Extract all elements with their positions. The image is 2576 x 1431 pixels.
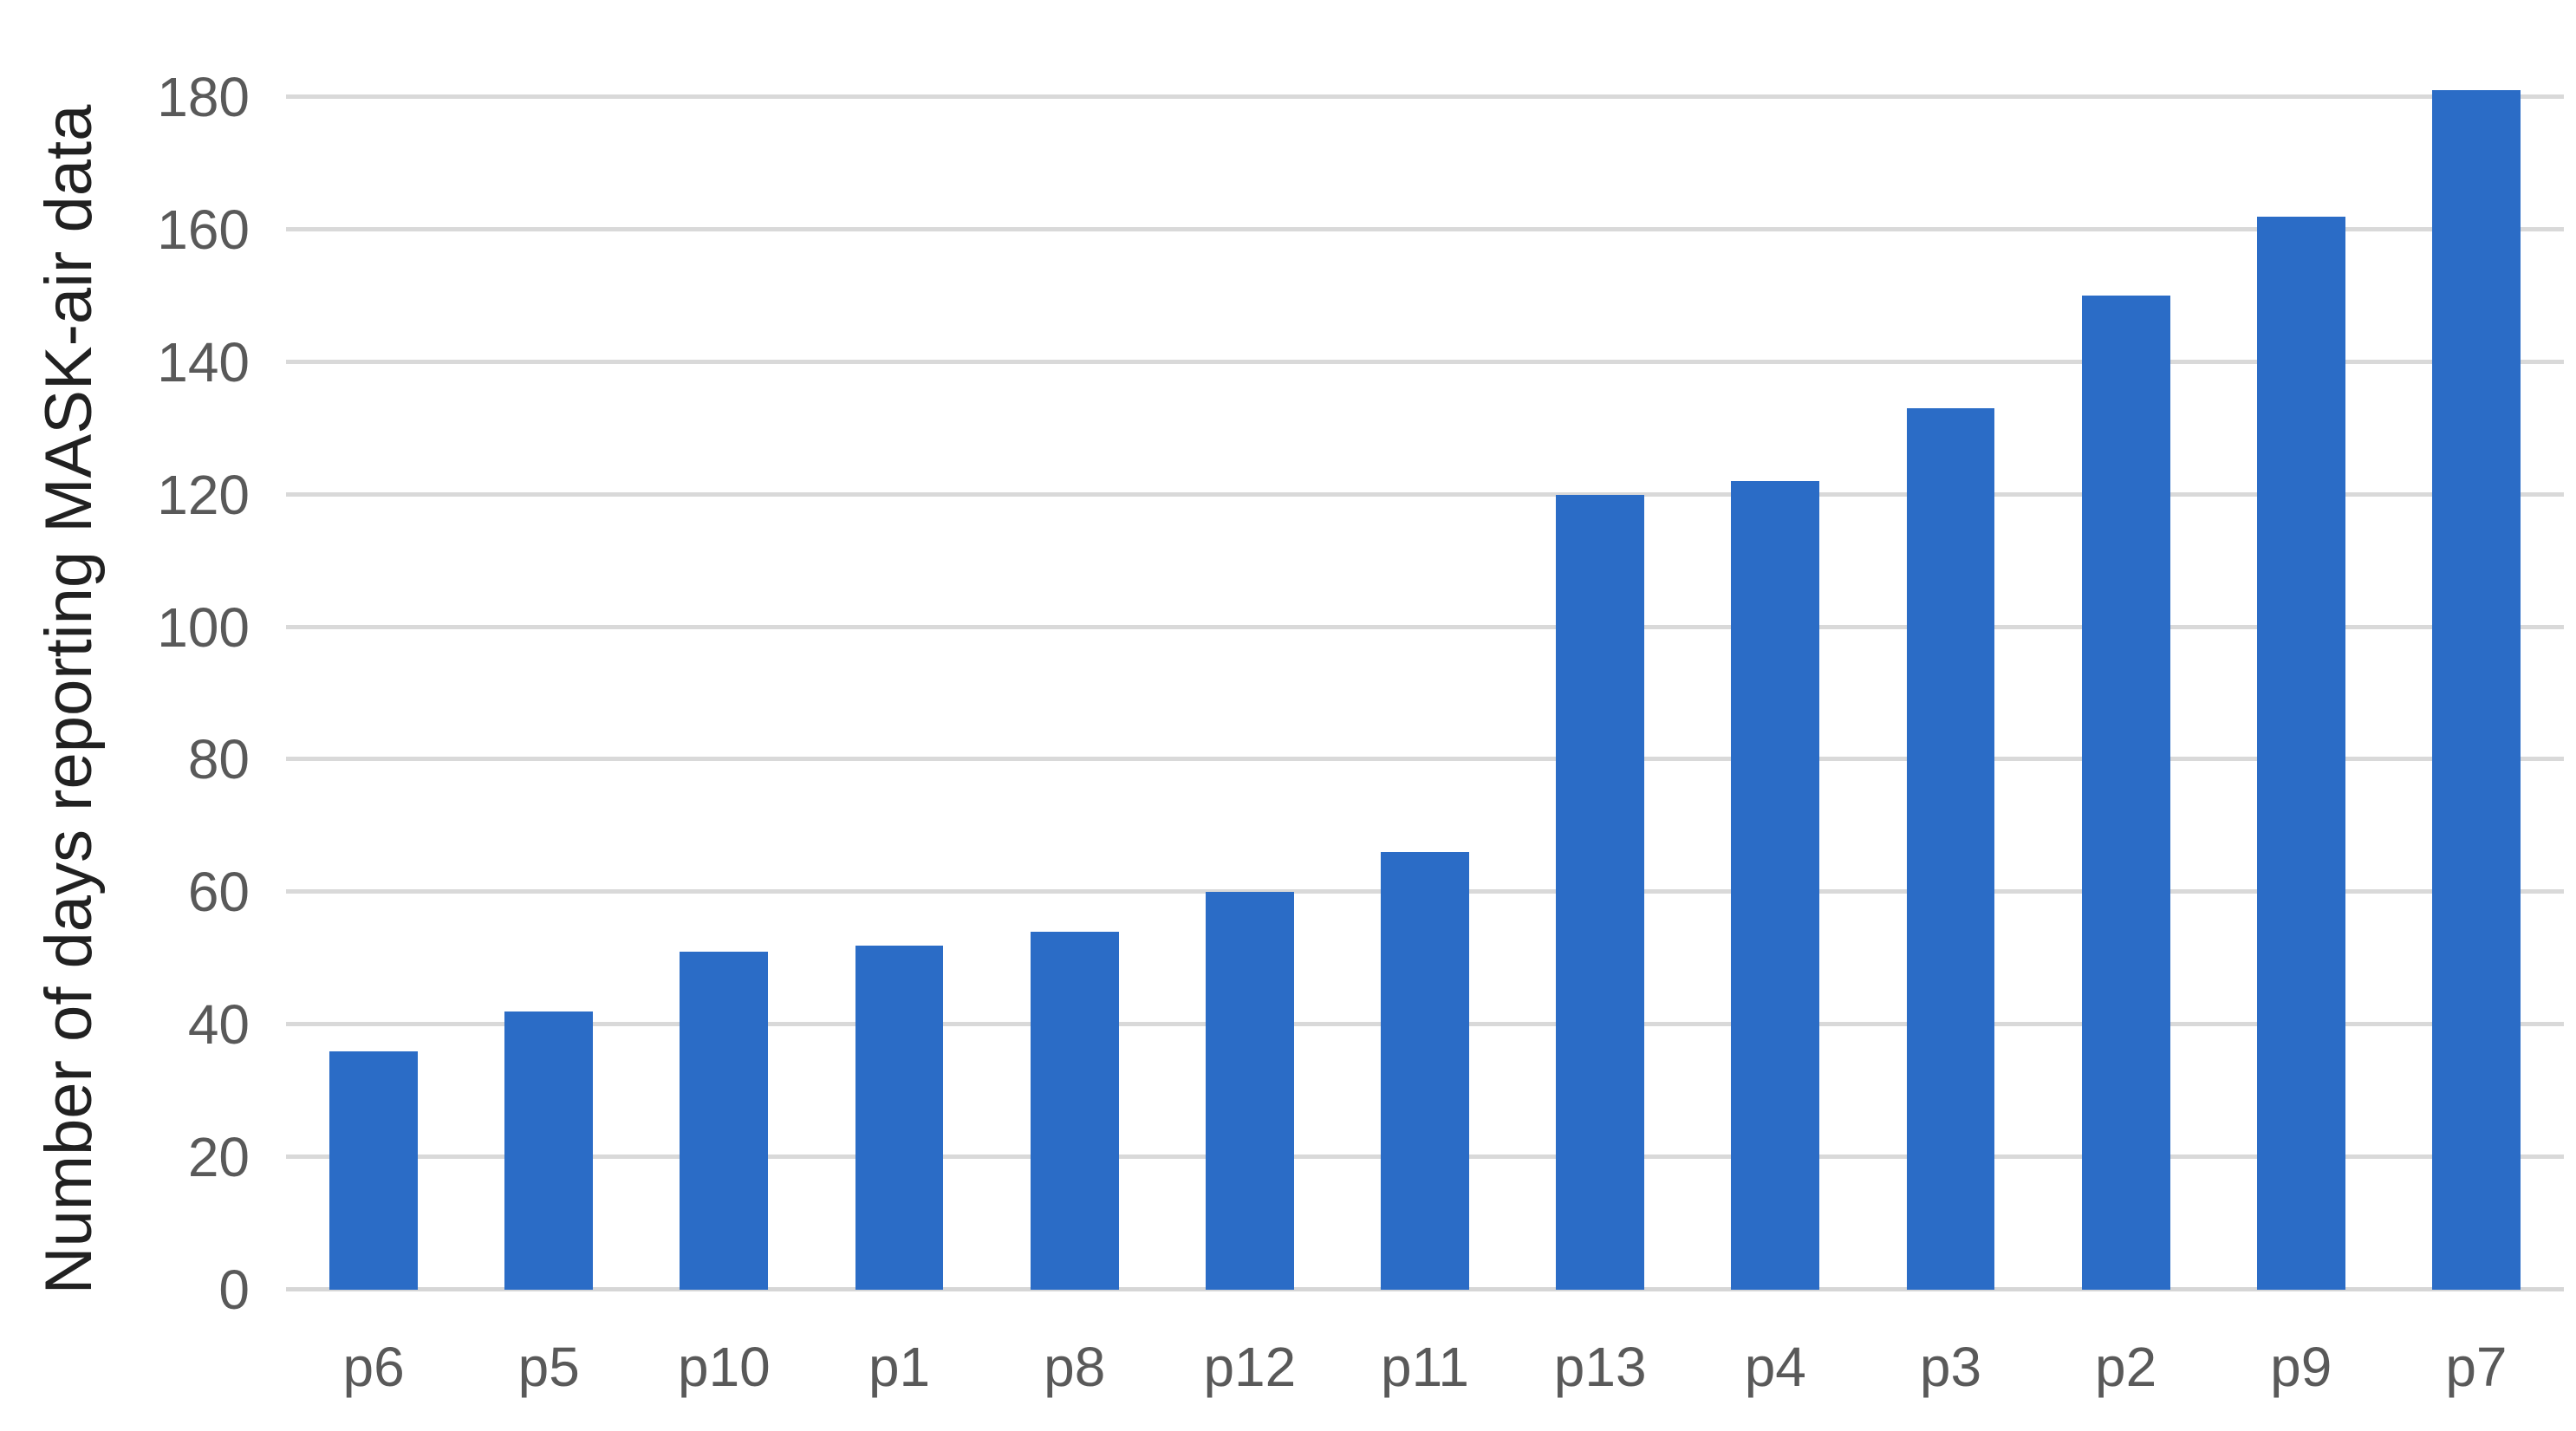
x-category-label: p3 xyxy=(1919,1336,1982,1398)
x-category-label: p6 xyxy=(342,1336,405,1398)
plot-area xyxy=(286,90,2564,1291)
x-category-label: p1 xyxy=(868,1336,931,1398)
bar-p5 xyxy=(504,1011,594,1290)
x-category-label: p4 xyxy=(1744,1336,1806,1398)
x-category-label: p7 xyxy=(2445,1336,2508,1398)
bar-p2 xyxy=(2081,296,2170,1290)
y-axis-title: Number of days reporting MASK-air data xyxy=(32,104,106,1295)
bar-p13 xyxy=(1556,494,1645,1290)
x-category-label: p8 xyxy=(1044,1336,1106,1398)
y-tick-label: 160 xyxy=(157,198,250,261)
bar-p11 xyxy=(1381,852,1469,1290)
bar-p4 xyxy=(1731,481,1820,1290)
y-tick-label: 80 xyxy=(187,728,250,791)
gridline xyxy=(286,624,2564,629)
x-category-label: p11 xyxy=(1380,1336,1470,1398)
y-tick-label: 100 xyxy=(157,595,250,659)
x-category-label: p5 xyxy=(517,1336,580,1398)
y-tick-label: 20 xyxy=(187,1126,250,1189)
bar-p6 xyxy=(329,1050,418,1290)
bar-p9 xyxy=(2256,216,2345,1290)
y-tick-label: 180 xyxy=(157,66,250,128)
y-tick-label: 60 xyxy=(187,861,250,924)
x-category-label: p13 xyxy=(1553,1336,1647,1398)
y-tick-label: 140 xyxy=(157,330,250,394)
bar-p12 xyxy=(1205,892,1294,1290)
gridline xyxy=(286,491,2564,497)
gridline xyxy=(286,359,2564,364)
gridline xyxy=(286,757,2564,762)
bar-p10 xyxy=(680,952,769,1290)
x-category-label: p9 xyxy=(2270,1336,2332,1398)
gridline xyxy=(286,226,2564,231)
x-category-label: p2 xyxy=(2095,1336,2157,1398)
y-tick-label: 40 xyxy=(187,993,250,1057)
bar-p3 xyxy=(1906,408,1995,1290)
gridline xyxy=(286,94,2564,99)
bar-p7 xyxy=(2431,90,2521,1290)
y-tick-label: 0 xyxy=(218,1259,250,1321)
x-category-label: p10 xyxy=(677,1336,771,1398)
bar-p1 xyxy=(855,945,944,1290)
y-tick-label: 120 xyxy=(157,463,250,526)
bar-p8 xyxy=(1030,932,1119,1290)
x-category-label: p12 xyxy=(1203,1336,1297,1398)
